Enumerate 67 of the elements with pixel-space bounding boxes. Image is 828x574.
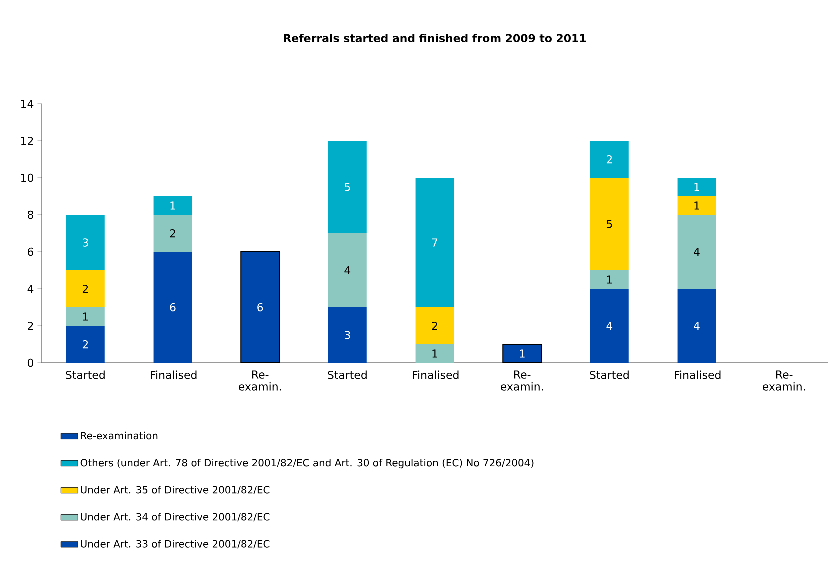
x-tick-label: Finalised	[675, 370, 721, 380]
x-tick-label: Finalised	[151, 370, 197, 380]
bar	[66, 215, 105, 270]
data-label: 2	[82, 284, 88, 294]
bar	[590, 140, 629, 178]
data-label: 5	[345, 183, 350, 192]
x-tick-label: Finalised	[413, 370, 459, 380]
bar	[678, 215, 716, 289]
data-label: 5	[607, 220, 612, 228]
chart-title: Referrals started and finished from 2009 to 2011	[284, 34, 586, 42]
bar	[154, 196, 192, 215]
data-label: 4	[694, 322, 700, 330]
data-label: 4	[694, 248, 700, 256]
bar	[416, 344, 454, 363]
y-tick-label: 12	[21, 136, 34, 146]
x-tick-label: Re-examin.	[500, 370, 544, 391]
y-tick-label: 6	[28, 248, 34, 256]
bar	[66, 270, 105, 308]
bar	[328, 140, 367, 234]
x-tick-label: Started	[328, 370, 367, 380]
data-label: 3	[345, 331, 350, 340]
data-label: 1	[170, 202, 176, 210]
legend-label: Under Art. 33 of Directive 2001/82/EC	[81, 540, 270, 549]
legend-label: Others (under Art. 78 of Directive 2001/82/EC and Art. 30 of Regulation (EC) No 726/2004)	[80, 458, 534, 469]
data-label: 6	[170, 303, 176, 312]
legend-label: Re-examination	[81, 432, 158, 440]
data-label: 4	[344, 266, 351, 274]
data-label: 4	[606, 322, 613, 330]
bar	[328, 308, 367, 363]
data-label: 2	[170, 229, 176, 238]
data-label: 1	[607, 276, 612, 284]
y-tick-label: 10	[21, 174, 34, 182]
data-label: 2	[606, 155, 612, 164]
bar	[416, 308, 454, 344]
bar	[678, 289, 716, 363]
data-label: 3	[83, 238, 88, 247]
data-label: 2	[432, 322, 438, 330]
bar	[154, 215, 192, 252]
data-label: 1	[432, 350, 438, 358]
bar	[590, 289, 629, 363]
bar	[678, 196, 716, 215]
x-tick-label: Started	[590, 370, 629, 380]
bar	[590, 178, 629, 270]
data-label: 1	[694, 183, 700, 192]
y-tick-label: 8	[28, 210, 34, 220]
x-tick-label: Re-examin.	[762, 370, 806, 391]
legend-label: Under Art. 34 of Directive 2001/82/EC	[81, 513, 270, 522]
data-label: 1	[694, 202, 700, 210]
bar	[416, 178, 454, 308]
y-tick-label: 0	[28, 358, 34, 368]
data-label: 7	[432, 238, 438, 247]
bar	[154, 252, 192, 363]
bar	[66, 326, 105, 363]
y-tick-label: 4	[28, 285, 34, 293]
data-label: 2	[82, 340, 88, 349]
legend-label: Under Art. 35 of Directive 2001/82/EC	[81, 486, 270, 495]
y-tick-label: 14	[21, 100, 34, 108]
bar	[590, 270, 629, 289]
x-tick-label: Re-examin.	[238, 370, 282, 391]
data-label: 1	[83, 312, 88, 321]
bar	[66, 308, 105, 326]
data-label: 1	[520, 350, 525, 358]
data-label: 6	[258, 303, 264, 312]
bar	[328, 234, 367, 308]
y-tick-label: 2	[28, 322, 34, 330]
bar	[678, 178, 716, 196]
x-tick-label: Started	[66, 370, 105, 380]
